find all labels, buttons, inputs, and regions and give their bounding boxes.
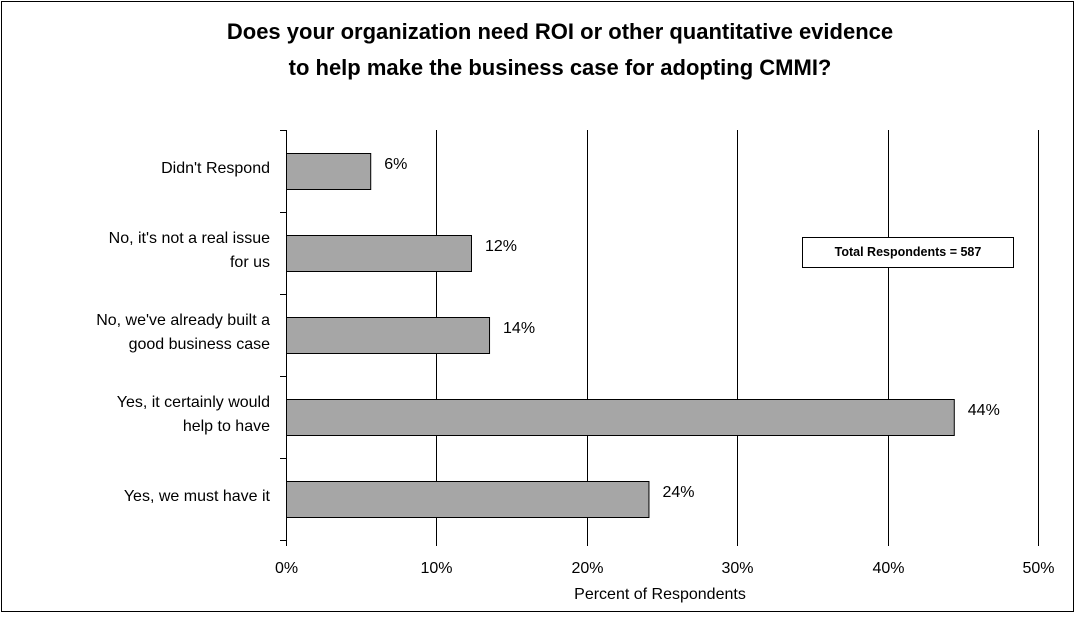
- category-label-line: Didn't Respond: [161, 160, 270, 177]
- x-tick-label: 40%: [872, 560, 904, 577]
- x-tick-label: 30%: [721, 560, 753, 577]
- x-tick-label: 0%: [275, 560, 298, 577]
- category-label-line: Yes, it certainly would: [116, 394, 270, 411]
- bar: [286, 235, 472, 272]
- bars: [286, 153, 955, 518]
- category-label-line: No, it's not a real issue: [108, 230, 270, 247]
- value-label: 12%: [485, 238, 517, 255]
- total-respondents-annotation: Total Respondents = 587: [802, 237, 1014, 268]
- value-label: 14%: [503, 320, 535, 337]
- category-label-line: for us: [229, 254, 270, 271]
- bar: [286, 399, 955, 436]
- value-labels: 6% 12% 14% 44% 24%: [384, 156, 1000, 501]
- value-label: 6%: [384, 156, 407, 173]
- bar: [286, 481, 650, 518]
- chart-title-line-2: to help make the business case for adopt…: [288, 55, 832, 80]
- category-label-line: help to have: [182, 418, 270, 435]
- chart-title-line-1: Does your organization need ROI or other…: [226, 19, 894, 44]
- category-label-line: Yes, we must have it: [123, 488, 270, 505]
- category-label: Yes, we must have it: [0, 485, 270, 509]
- category-label: Didn't Respond: [0, 157, 270, 181]
- bar: [286, 153, 372, 190]
- x-tick-label: 10%: [420, 560, 452, 577]
- category-label: No, we've already built a good business c…: [0, 309, 270, 357]
- gridlines: [436, 130, 1039, 540]
- bar: [286, 317, 491, 354]
- category-label-line: good business case: [128, 336, 270, 353]
- x-tick-labels: 0% 10% 20% 30% 40% 50%: [275, 560, 1055, 577]
- x-tick-label: 20%: [571, 560, 603, 577]
- value-label: 24%: [662, 484, 694, 501]
- value-label: 44%: [968, 402, 1000, 419]
- x-axis-title: Percent of Respondents: [574, 586, 746, 603]
- chart-title: Does your organization need ROI or other…: [80, 14, 1040, 86]
- category-label: No, it's not a real issue for us: [0, 227, 270, 275]
- category-label-line: No, we've already built a: [96, 312, 270, 329]
- x-tick-label: 50%: [1022, 560, 1054, 577]
- category-label: Yes, it certainly would help to have: [0, 391, 270, 439]
